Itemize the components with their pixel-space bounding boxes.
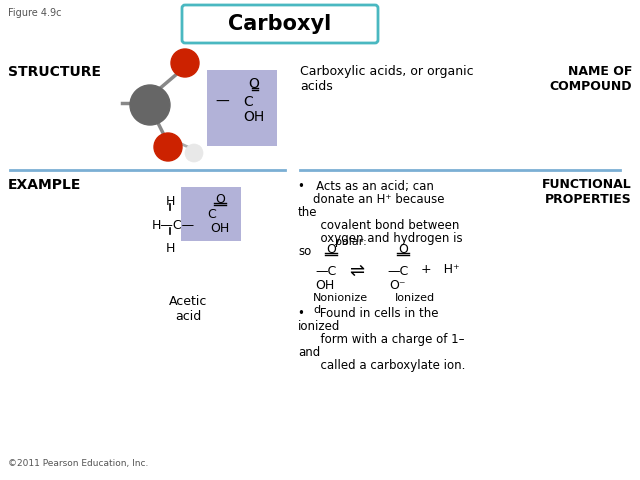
Text: C: C: [243, 95, 253, 109]
Text: H: H: [165, 242, 175, 255]
Text: the: the: [298, 206, 317, 219]
Text: ©2011 Pearson Education, Inc.: ©2011 Pearson Education, Inc.: [8, 459, 148, 468]
Text: oxygen and hydrogen is: oxygen and hydrogen is: [298, 232, 463, 245]
Text: Carboxyl: Carboxyl: [228, 14, 332, 34]
Text: Ionized: Ionized: [395, 293, 435, 303]
Text: so: so: [298, 245, 311, 258]
Text: STRUCTURE: STRUCTURE: [8, 65, 101, 79]
Text: FUNCTIONAL
PROPERTIES: FUNCTIONAL PROPERTIES: [542, 178, 632, 206]
Text: —C: —C: [387, 265, 408, 278]
Text: OH: OH: [211, 222, 230, 235]
Text: called a carboxylate ion.: called a carboxylate ion.: [298, 359, 465, 372]
Text: and: and: [298, 346, 320, 359]
Text: •   Acts as an acid; can: • Acts as an acid; can: [298, 180, 434, 193]
Text: •    Found in cells in the: • Found in cells in the: [298, 307, 438, 320]
Text: H—C—: H—C—: [152, 219, 195, 232]
Text: Nonionize
d: Nonionize d: [313, 293, 368, 314]
Text: donate an H⁺ because: donate an H⁺ because: [298, 193, 445, 206]
Text: C: C: [207, 208, 216, 221]
Circle shape: [154, 133, 182, 161]
Text: O: O: [248, 77, 259, 91]
Circle shape: [185, 144, 203, 162]
Text: ⇌: ⇌: [349, 262, 365, 280]
Text: —: —: [215, 95, 229, 109]
Text: ionized: ionized: [298, 320, 340, 333]
Circle shape: [130, 85, 170, 125]
Text: OH: OH: [316, 279, 335, 292]
Text: O: O: [398, 243, 408, 256]
Text: covalent bond between: covalent bond between: [298, 219, 460, 232]
Text: NAME OF
COMPOUND: NAME OF COMPOUND: [550, 65, 632, 93]
Text: EXAMPLE: EXAMPLE: [8, 178, 81, 192]
Text: O: O: [215, 193, 225, 206]
Text: Acetic
acid: Acetic acid: [169, 295, 207, 323]
FancyBboxPatch shape: [207, 70, 277, 146]
FancyBboxPatch shape: [181, 187, 241, 241]
Text: O: O: [326, 243, 336, 256]
Text: form with a charge of 1–: form with a charge of 1–: [298, 333, 465, 346]
Text: H: H: [165, 195, 175, 208]
FancyBboxPatch shape: [182, 5, 378, 43]
Text: +   H⁺: + H⁺: [421, 263, 460, 276]
Text: Figure 4.9c: Figure 4.9c: [8, 8, 61, 18]
Text: Carboxylic acids, or organic
acids: Carboxylic acids, or organic acids: [300, 65, 474, 93]
Text: O⁻: O⁻: [388, 279, 405, 292]
Text: OH: OH: [243, 110, 264, 124]
Text: —C: —C: [315, 265, 336, 278]
Text: polar:: polar:: [335, 237, 367, 247]
Circle shape: [171, 49, 199, 77]
